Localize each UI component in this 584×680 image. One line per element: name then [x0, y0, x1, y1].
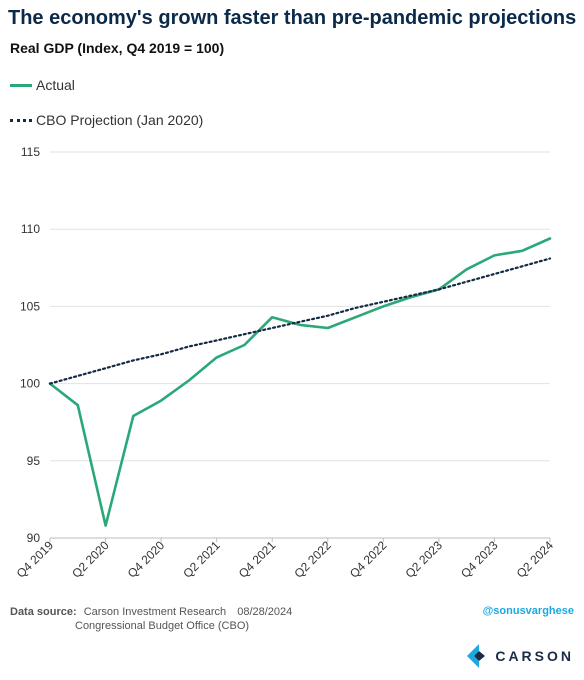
y-tick-label-95: 95: [27, 454, 41, 468]
legend-cbo-label: CBO Projection (Jan 2020): [36, 112, 204, 128]
source-label: Data source:: [10, 606, 77, 618]
legend-cbo: CBO Projection (Jan 2020): [10, 112, 203, 128]
y-tick-label-90: 90: [27, 531, 41, 545]
source-line1: Carson Investment Research: [83, 606, 227, 618]
x-tick-label-Q4-2021: Q4 2021: [236, 538, 279, 581]
author-handle-link[interactable]: @sonusvarghese: [482, 605, 574, 617]
y-tick-label-110: 110: [21, 222, 40, 236]
source-date: 08/28/2024: [237, 606, 293, 618]
x-tick-label-Q2-2023: Q2 2023: [403, 538, 446, 581]
brand: CARSON: [467, 644, 574, 668]
series-line-cbo-projection: [48, 257, 552, 385]
x-tick-label-Q4-2022: Q4 2022: [347, 538, 390, 581]
x-tick-label-Q2-2024: Q2 2024: [514, 538, 557, 581]
source-line2: Congressional Budget Office (CBO): [75, 620, 250, 632]
data-source: Data source: Carson Investment Research …: [10, 605, 292, 633]
x-tick-label-Q2-2020: Q2 2020: [69, 538, 112, 581]
legend-cbo-swatch: [10, 118, 32, 122]
series-line-actual: [48, 237, 552, 527]
legend-actual-label: Actual: [36, 77, 75, 93]
chart-subtitle: Real GDP (Index, Q4 2019 = 100): [10, 40, 225, 56]
brand-name: CARSON: [495, 648, 574, 664]
x-tick-label-Q4-2020: Q4 2020: [125, 538, 168, 581]
x-tick-label-Q2-2021: Q2 2021: [180, 538, 223, 581]
carson-logo-icon: [467, 644, 486, 668]
title-row: The economy's grown faster than pre-pand…: [8, 6, 584, 30]
legend-actual: Actual: [10, 77, 75, 93]
legend-actual-swatch: [10, 83, 32, 87]
y-tick-label-115: 115: [21, 145, 40, 159]
y-tick-label-100: 100: [20, 377, 40, 391]
page-title: The economy's grown faster than pre-pand…: [8, 6, 577, 29]
y-tick-label-105: 105: [20, 299, 40, 313]
x-tick-label-Q4-2023: Q4 2023: [458, 538, 501, 581]
x-tick-label-Q2-2022: Q2 2022: [291, 538, 334, 581]
